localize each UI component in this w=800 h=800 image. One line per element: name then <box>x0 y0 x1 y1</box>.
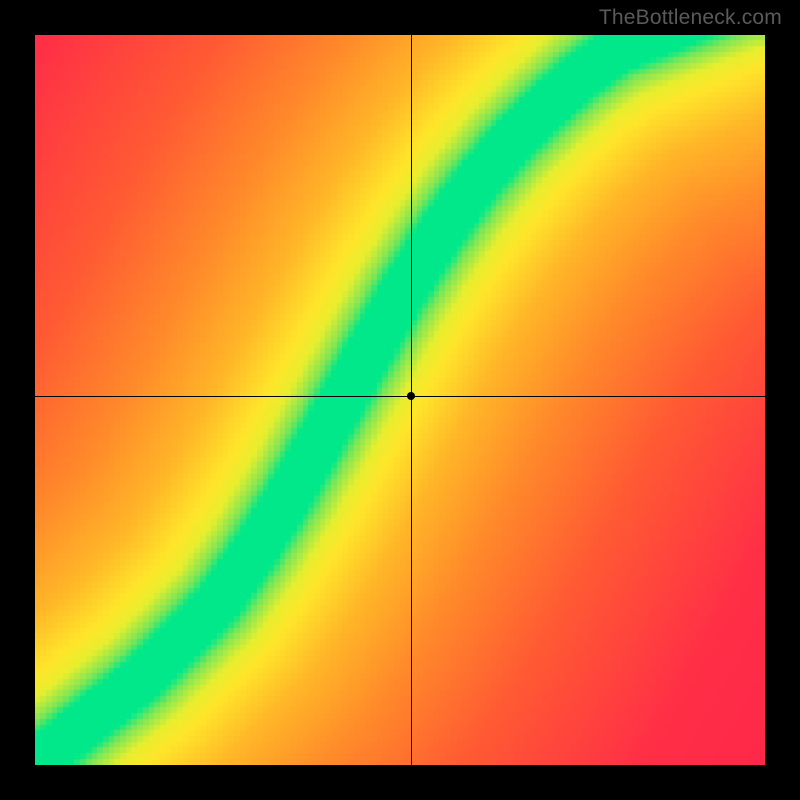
chart-container: TheBottleneck.com <box>0 0 800 800</box>
crosshair-point <box>407 392 415 400</box>
heatmap-canvas <box>35 35 765 765</box>
watermark-text: TheBottleneck.com <box>599 6 782 30</box>
crosshair-horizontal <box>35 396 765 397</box>
plot-area <box>35 35 765 765</box>
